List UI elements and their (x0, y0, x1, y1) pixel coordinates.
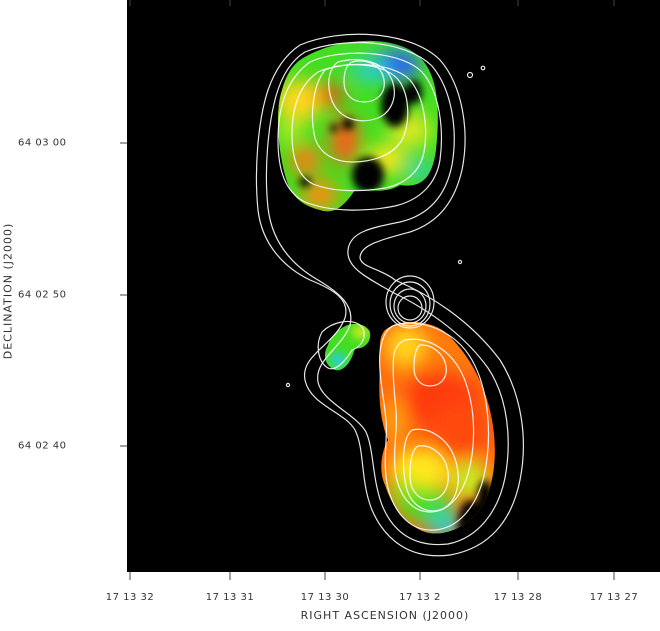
contours (255, 33, 524, 557)
y-axis-label: DECLINATION (J2000) (1, 222, 15, 360)
x-tick-label: 17 13 27 (589, 592, 639, 603)
x-axis-label: RIGHT ASCENSION (J2000) (300, 609, 470, 622)
x-tick-label: 17 13 28 (493, 592, 543, 603)
x-tick-label: 17 13 31 (205, 592, 255, 603)
x-ticks (129, 0, 615, 580)
x-tick-label: 17 13 30 (300, 592, 350, 603)
x-tick-label: 17 13 2 (399, 592, 441, 603)
y-tick-label: 64 02 50 (18, 289, 67, 301)
y-tick-label: 64 02 40 (18, 440, 67, 452)
y-ticks (120, 142, 127, 447)
x-tick-label: 17 13 32 (105, 592, 155, 603)
y-tick-label: 64 03 00 (18, 137, 67, 149)
north-lobe-colormap (278, 40, 438, 212)
